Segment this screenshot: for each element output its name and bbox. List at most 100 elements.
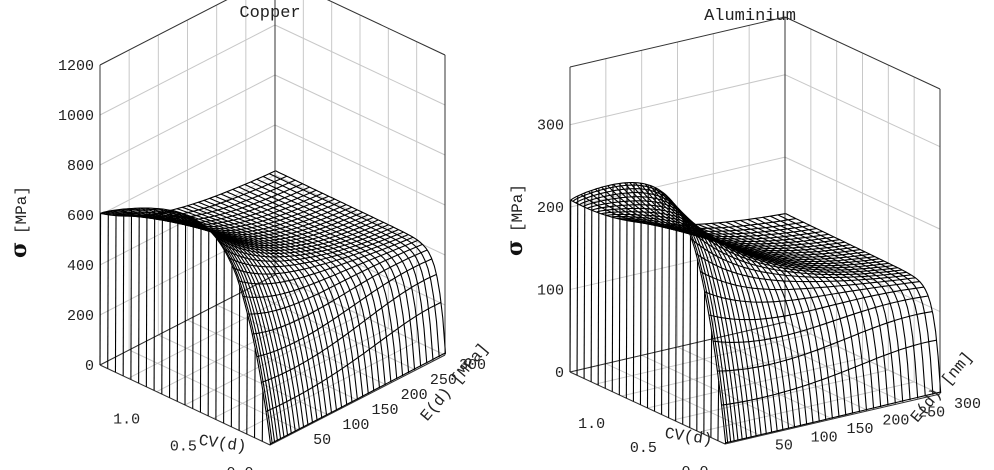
surface-front-drop: [668, 198, 670, 418]
surface-front-drop: [653, 187, 656, 412]
surface-e-line: [203, 199, 375, 391]
surface-e-line: [711, 222, 868, 411]
surface-front-drop: [153, 208, 156, 391]
surface-front-drop: [145, 208, 148, 387]
surface-e-line: [582, 196, 739, 441]
surface-e-line: [161, 211, 333, 413]
surface-e-line: [664, 224, 820, 422]
copper-surface-plot: 0200400600800100012001.00.50.05010015020…: [6, 0, 493, 470]
surface-front-drop: [597, 188, 600, 386]
surface-front-drop: [130, 208, 133, 380]
surface-front-drop: [710, 331, 713, 438]
axis-edge: [784, 16, 941, 90]
chart-title: Aluminium: [704, 7, 796, 26]
y-tick-label: 100: [811, 429, 838, 446]
surface-front-drop: [99, 213, 102, 366]
y-axis-label: E(d) [MPa]: [417, 340, 493, 425]
z-tick-labels: 0 200 400 600 800 1000 1200: [58, 58, 94, 375]
surface-front-drop: [583, 192, 586, 379]
surface-front-drop: [223, 250, 225, 424]
surface-e-line: [220, 193, 392, 383]
surface-e-line: [198, 201, 369, 394]
surface-front-drop: [261, 390, 264, 442]
z-axis-label: σ [MPa]: [502, 184, 528, 256]
surface-front-drop: [253, 347, 256, 438]
chart-title: Copper: [239, 4, 300, 23]
x-tick-labels: 1.0 0.5 0.0: [578, 416, 708, 470]
z-tick-label: 0: [555, 365, 564, 382]
surface-e-line: [192, 203, 364, 397]
surface-wireframe: [569, 182, 942, 445]
surface-e-line: [697, 223, 854, 414]
surface-e-line: [209, 197, 381, 389]
x-tick-label: 0.5: [170, 438, 197, 455]
surface-front-drop: [604, 186, 607, 389]
surface-e-line: [262, 176, 434, 361]
surface-e-line: [740, 219, 896, 404]
grid-line: [274, 274, 446, 356]
z-tick-label: 1200: [58, 58, 94, 75]
surface-e-line: [214, 195, 386, 386]
axis-edge: [326, 0, 446, 56]
surface-front-drop: [569, 200, 572, 373]
surface-front-drop: [184, 214, 187, 406]
z-tick-label: 1000: [58, 108, 94, 125]
x-tick-label: 1.0: [113, 412, 140, 429]
surface-e-line: [683, 224, 840, 417]
surface-e-line: [250, 181, 422, 367]
surface-e-line: [166, 210, 338, 411]
surface-front-drop: [114, 209, 117, 373]
x-axis-label: CV(d): [198, 432, 248, 457]
surface-front-drop: [724, 442, 727, 445]
surface-front-drop: [696, 259, 699, 431]
surface-e-line: [156, 212, 328, 416]
surface-front-drop: [632, 182, 635, 402]
x-axis-label: CV(d): [664, 425, 714, 450]
surface-e-line: [725, 221, 882, 408]
y-tick-label: 250: [430, 372, 457, 389]
surface-front-drop: [246, 313, 248, 435]
y-tick-label: 100: [342, 417, 369, 434]
grid-line: [784, 321, 941, 395]
axis-edge: [99, 0, 228, 66]
surface-e-line: [770, 215, 926, 397]
y-tick-label: 200: [882, 413, 909, 430]
x-tick-label: 0.5: [630, 440, 657, 457]
z-tick-label: 600: [67, 208, 94, 225]
surface-e-line: [575, 188, 732, 443]
surface-front-drop: [682, 219, 684, 425]
z-tick-label: 0: [85, 358, 94, 375]
z-axis-label: σ [MPa]: [6, 186, 32, 258]
surface-wireframe: [99, 170, 447, 446]
surface-e-line: [578, 192, 735, 442]
surface-e-line: [718, 222, 875, 409]
surface-e-line: [670, 224, 827, 421]
y-tick-label: 300: [954, 396, 981, 413]
surface-front-drop: [161, 209, 163, 395]
y-tick-label: 50: [775, 438, 793, 455]
z-tick-label: 400: [67, 258, 94, 275]
surface-e-line: [677, 224, 833, 419]
surface-e-line: [171, 209, 343, 408]
surface-e-line: [147, 214, 318, 421]
z-tick-label: 200: [537, 200, 564, 217]
surface-front-drop: [618, 183, 621, 395]
surface-cv-line: [634, 182, 851, 252]
surface-front-drop: [138, 208, 140, 384]
surface-front-drop: [611, 184, 614, 392]
y-tick-label: 300: [459, 357, 486, 374]
surface-front-drop: [215, 238, 218, 420]
y-tick-label: 50: [313, 432, 331, 449]
z-tick-label: 100: [537, 283, 564, 300]
surface-front-drop: [576, 195, 579, 376]
axis-edge: [569, 16, 786, 68]
surface-front-drop: [703, 291, 706, 435]
surface-front-drop: [717, 381, 720, 441]
surface-front-drop: [168, 210, 171, 398]
surface-e-line: [275, 170, 447, 354]
surface-front-drop: [639, 183, 642, 405]
surface-e-line: [226, 191, 398, 380]
surface-e-line: [238, 186, 410, 373]
surface-front-drop: [675, 207, 677, 422]
